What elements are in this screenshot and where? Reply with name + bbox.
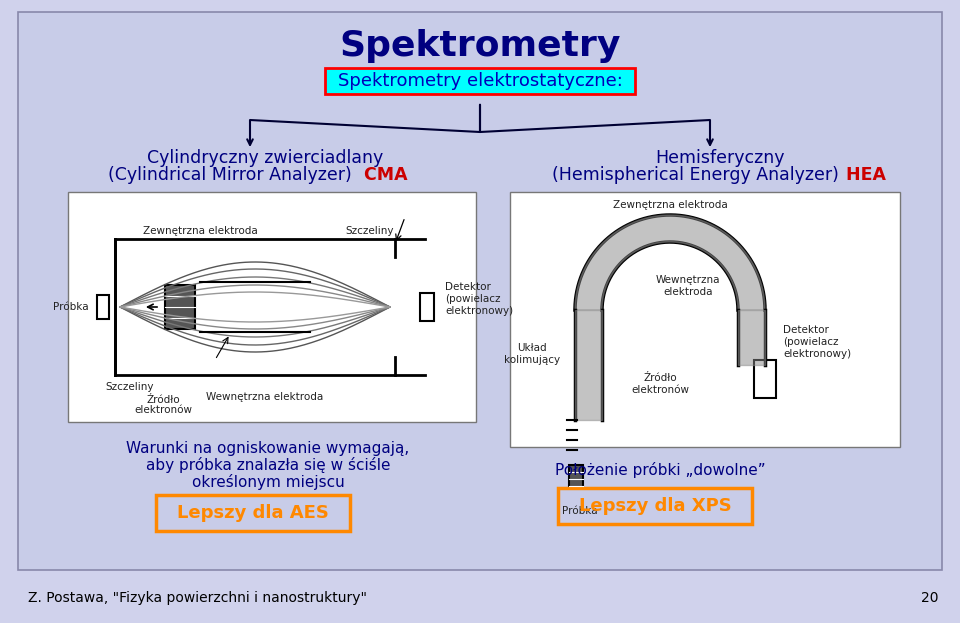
Text: Próbka: Próbka	[563, 506, 598, 516]
Text: Źródło: Źródło	[146, 395, 180, 405]
Text: 20: 20	[921, 591, 938, 605]
Text: Z. Postawa, "Fizyka powierzchni i nanostruktury": Z. Postawa, "Fizyka powierzchni i nanost…	[28, 591, 367, 605]
Text: Źródło: Źródło	[643, 373, 677, 383]
Text: (powielacz: (powielacz	[783, 337, 838, 347]
FancyBboxPatch shape	[558, 488, 752, 524]
Text: Warunki na ogniskowanie wymagają,: Warunki na ogniskowanie wymagają,	[127, 440, 410, 455]
Text: (Cylindrical Mirror Analyzer): (Cylindrical Mirror Analyzer)	[108, 166, 352, 184]
Text: Spektrometry: Spektrometry	[339, 29, 621, 63]
FancyBboxPatch shape	[18, 12, 942, 570]
FancyBboxPatch shape	[754, 360, 776, 398]
Polygon shape	[575, 310, 602, 420]
Text: (powielacz: (powielacz	[445, 294, 500, 304]
Text: Lepszy dla XPS: Lepszy dla XPS	[579, 497, 732, 515]
FancyBboxPatch shape	[156, 495, 350, 531]
Text: Zewnętrzna elektroda: Zewnętrzna elektroda	[612, 200, 728, 210]
Text: Lepszy dla AES: Lepszy dla AES	[177, 504, 329, 522]
Text: Detektor: Detektor	[445, 282, 491, 292]
Text: Położenie próbki „dowolne”: Położenie próbki „dowolne”	[555, 462, 765, 478]
FancyBboxPatch shape	[165, 285, 195, 329]
Text: Spektrometry elektrostatyczne:: Spektrometry elektrostatyczne:	[338, 72, 622, 90]
Text: aby próbka znalazła się w ściśle: aby próbka znalazła się w ściśle	[146, 457, 391, 473]
Text: (Hemispherical Energy Analyzer): (Hemispherical Energy Analyzer)	[552, 166, 838, 184]
FancyBboxPatch shape	[68, 192, 476, 422]
Text: Hemisferyczny: Hemisferyczny	[656, 149, 784, 167]
Text: Szczeliny: Szczeliny	[346, 226, 395, 236]
Text: Próbka: Próbka	[54, 302, 89, 312]
Text: Wewnętrzna elektroda: Wewnętrzna elektroda	[206, 392, 324, 402]
Bar	[420, 293, 434, 321]
Text: kolimujący: kolimujący	[504, 355, 560, 365]
Text: CMA: CMA	[358, 166, 408, 184]
Text: Detektor: Detektor	[783, 325, 828, 335]
Text: elektronowy): elektronowy)	[445, 306, 514, 316]
Text: Wewnętrzna: Wewnętrzna	[656, 275, 720, 285]
FancyBboxPatch shape	[510, 192, 900, 447]
Text: elektroda: elektroda	[663, 287, 712, 297]
Text: Zewnętrzna elektroda: Zewnętrzna elektroda	[143, 226, 257, 236]
FancyBboxPatch shape	[97, 295, 109, 319]
Text: elektronów: elektronów	[631, 385, 689, 395]
Text: HEA: HEA	[840, 166, 886, 184]
FancyBboxPatch shape	[325, 68, 635, 94]
Text: określonym miejscu: określonym miejscu	[192, 474, 345, 490]
FancyBboxPatch shape	[569, 465, 583, 493]
Polygon shape	[738, 310, 765, 365]
Text: Cylindryczny zwierciadlany: Cylindryczny zwierciadlany	[147, 149, 383, 167]
Text: elektronów: elektronów	[134, 405, 192, 415]
Text: elektronowy): elektronowy)	[783, 349, 852, 359]
Text: Szczeliny: Szczeliny	[106, 382, 155, 392]
Text: Układ: Układ	[517, 343, 547, 353]
Polygon shape	[575, 215, 765, 310]
